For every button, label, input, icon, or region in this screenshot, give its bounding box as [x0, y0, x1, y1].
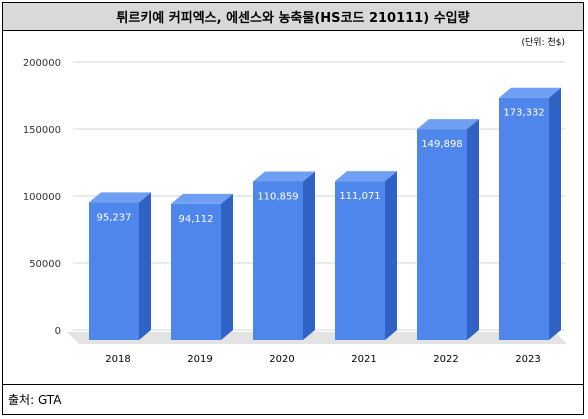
unit-note: (단위: 천$): [522, 37, 565, 48]
y-tick-label-2: 100000: [23, 192, 61, 203]
grid-layer: 0 50000 100000 150000 200000: [23, 58, 565, 337]
x-tick-label-2023: 2023: [515, 354, 540, 365]
bar-top-2021: [335, 171, 397, 182]
value-label-2018: 95,237: [97, 212, 132, 223]
bar-side-2023: [549, 87, 561, 340]
bar-top-2020: [253, 171, 315, 182]
bar-side-2022: [467, 119, 479, 340]
bar-2023: [499, 97, 549, 340]
bar-side-2018: [139, 192, 151, 340]
bar-top-2019: [171, 193, 233, 204]
bar-side-2020: [303, 171, 315, 340]
value-label-2023: 173,332: [503, 108, 544, 119]
x-tick-label-2022: 2022: [433, 354, 458, 365]
bar-2020: [253, 181, 303, 340]
bar-2021: [335, 181, 385, 340]
y-tick-label-3: 150000: [23, 125, 61, 136]
bar-top-2022: [417, 119, 479, 130]
y-tick-label-4: 200000: [23, 58, 61, 69]
bar-2018: [89, 202, 139, 340]
x-tick-label-2018: 2018: [105, 354, 130, 365]
bar-top-2018: [89, 192, 151, 203]
bar-top-2023: [499, 87, 561, 98]
chart-frame: 튀르키예 커피엑스, 에센스와 농축물(HS코드 210111) 수입량 0 50…: [2, 2, 584, 415]
chart-area: 0 50000 100000 150000 200000 95,237 2018 94,11…: [3, 31, 583, 384]
bar-side-2021: [385, 171, 397, 340]
bar-side-2019: [221, 193, 233, 340]
title-bar: 튀르키예 커피엑스, 에센스와 농축물(HS코드 210111) 수입량: [3, 3, 583, 31]
source-bar: 출처: GTA: [3, 384, 583, 414]
x-tick-label-2019: 2019: [187, 354, 212, 365]
bar-2019: [171, 203, 221, 340]
bars-layer: [89, 87, 561, 340]
value-label-2022: 149,898: [421, 139, 462, 150]
value-label-2021: 111,071: [339, 191, 380, 202]
bar-2022: [417, 129, 467, 340]
y-tick-label-0: 0: [55, 326, 61, 337]
x-tick-label-2021: 2021: [351, 354, 376, 365]
labels-layer: 95,237 2018 94,112 2019 110,859 2020 111,071 20…: [97, 108, 545, 365]
x-tick-label-2020: 2020: [269, 354, 294, 365]
source-text: 출처: GTA: [8, 393, 62, 407]
bar-chart: 0 50000 100000 150000 200000 95,237 2018 94,11…: [23, 37, 567, 365]
value-label-2020: 110,859: [257, 191, 298, 202]
value-label-2019: 94,112: [179, 214, 214, 225]
chart-title: 튀르키예 커피엑스, 에센스와 농축물(HS코드 210111) 수입량: [116, 11, 470, 26]
y-tick-label-1: 50000: [29, 259, 61, 270]
